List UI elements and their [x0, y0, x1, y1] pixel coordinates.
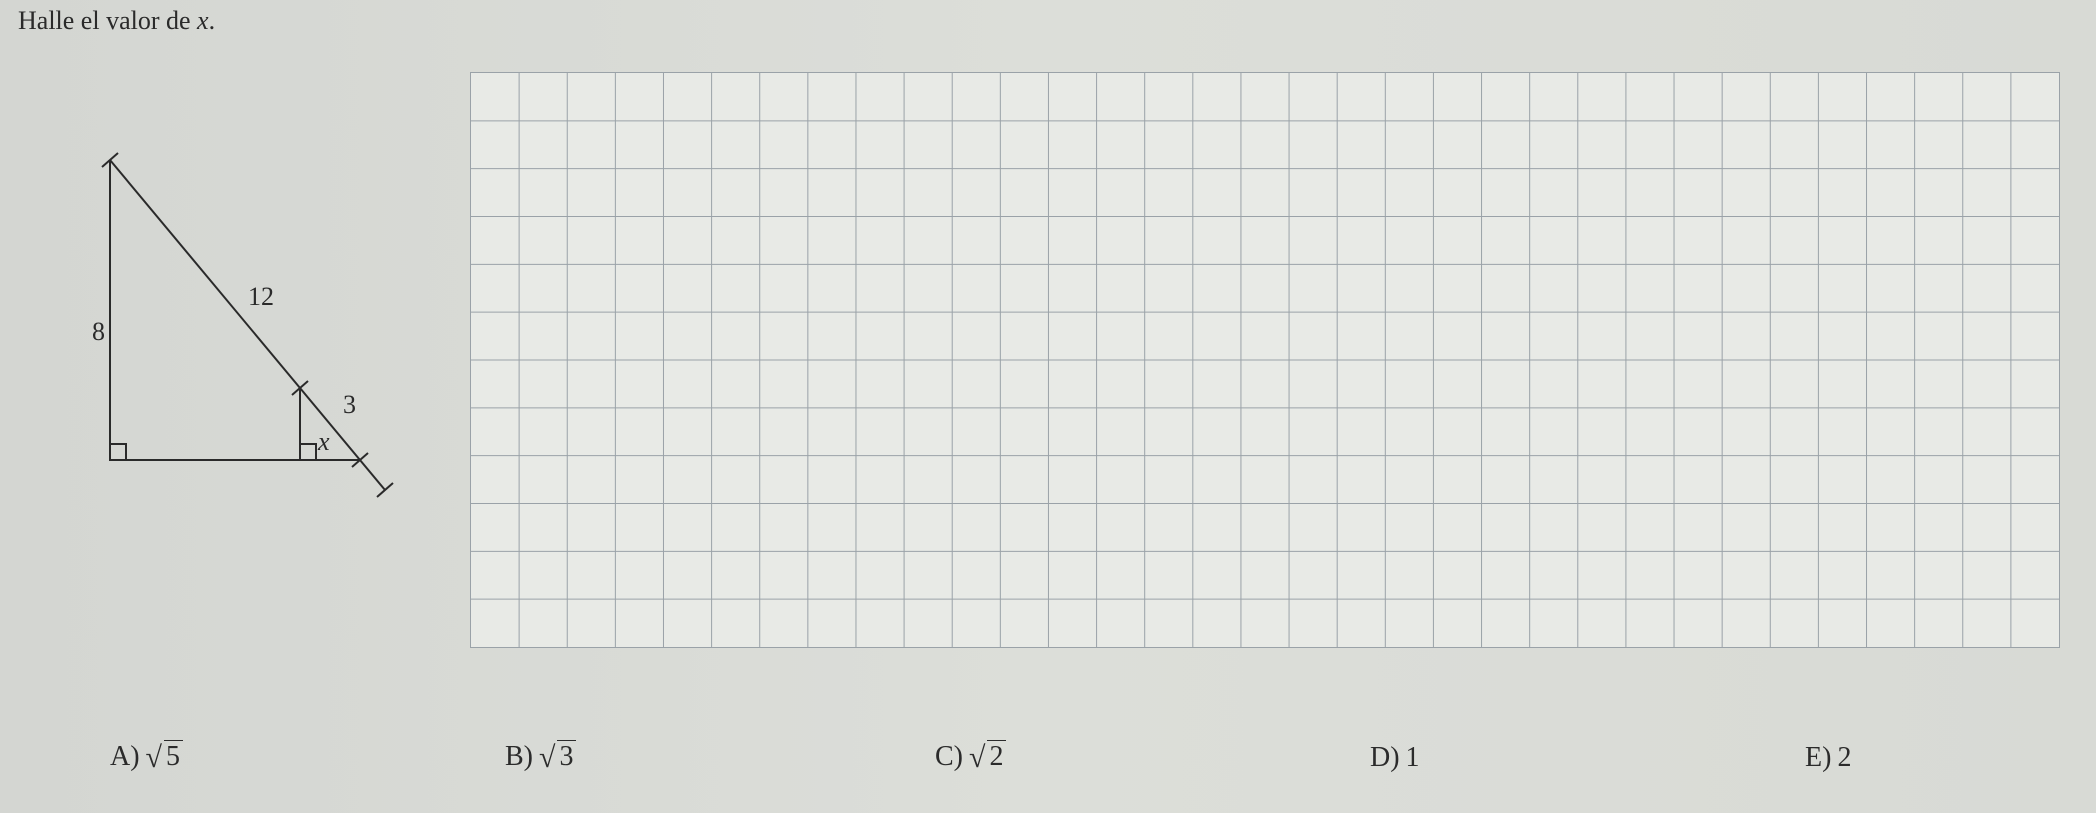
radicand-value: 3	[557, 740, 576, 772]
sqrt-expression: √5	[146, 741, 183, 775]
radicand-value: 2	[987, 740, 1006, 772]
answer-option-e[interactable]: E)2	[1805, 742, 1851, 774]
sqrt-expression: √3	[539, 741, 576, 775]
label-x: x	[317, 427, 330, 456]
surd-icon: √	[969, 741, 985, 774]
answer-option-c[interactable]: C)√2	[935, 741, 1006, 775]
grid-svg	[471, 73, 2059, 647]
prompt-variable: x	[197, 6, 209, 35]
answer-row: A)√5B)√3C)√2D)1E)2	[0, 728, 2096, 788]
answer-letter: E)	[1805, 742, 1831, 773]
label-8: 8	[92, 317, 105, 346]
answer-letter: B)	[505, 741, 533, 772]
answer-grid	[470, 72, 2060, 648]
answer-option-d[interactable]: D)1	[1370, 742, 1420, 774]
prompt-suffix: .	[209, 6, 216, 35]
big-triangle	[102, 153, 393, 497]
answer-letter: C)	[935, 741, 963, 772]
question-prompt: Halle el valor de x.	[18, 6, 215, 36]
surd-icon: √	[539, 741, 555, 774]
answer-option-a[interactable]: A)√5	[110, 741, 183, 775]
surd-icon: √	[146, 741, 162, 774]
answer-letter: A)	[110, 741, 140, 772]
triangle-figure: 8 12 3 x	[90, 140, 410, 510]
sqrt-expression: √2	[969, 741, 1006, 775]
grid-lines	[471, 73, 2059, 647]
prompt-prefix: Halle el valor de	[18, 6, 197, 35]
answer-value: 1	[1406, 742, 1420, 773]
answer-value: 2	[1837, 742, 1851, 773]
triangle-svg: 8 12 3 x	[90, 140, 410, 510]
answer-option-b[interactable]: B)√3	[505, 741, 576, 775]
radicand-value: 5	[164, 740, 183, 772]
label-3: 3	[343, 390, 356, 419]
label-12: 12	[248, 282, 274, 311]
answer-letter: D)	[1370, 742, 1400, 773]
page: Halle el valor de x.	[0, 0, 2096, 813]
